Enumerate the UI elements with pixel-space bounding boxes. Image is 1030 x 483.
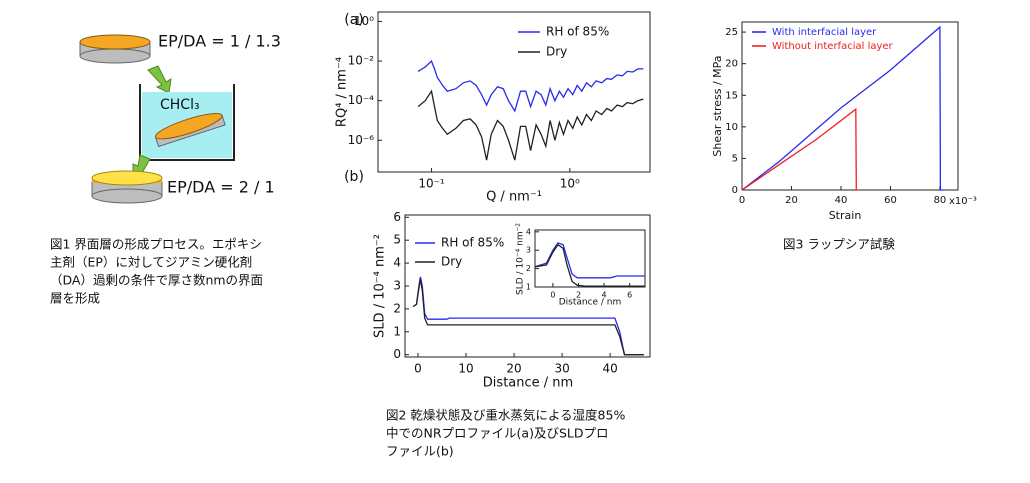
caption-line: ファイル(b)	[386, 444, 454, 459]
legend-label: Without interfacial layer	[772, 41, 894, 52]
x-tick-label: 80	[934, 195, 947, 206]
series-line	[534, 242, 645, 279]
x-tick-label: 10⁰	[560, 177, 580, 191]
series-line	[417, 89, 644, 161]
x-tick-label: 40	[602, 362, 617, 376]
x-tick-label: 10	[458, 362, 473, 376]
disk-bottom	[79, 48, 151, 64]
y-tick-label: 5	[393, 233, 401, 247]
y-tick-label: 20	[725, 59, 738, 70]
x-tick-label: 20	[506, 362, 521, 376]
axis-annotation: x10⁻³	[949, 196, 977, 207]
y-tick-label: 4	[526, 227, 531, 236]
legend-label: RH of 85%	[441, 236, 504, 250]
y-tick-label: 3	[526, 246, 531, 255]
caption-line: 図1 界面層の形成プロセス。エポキシ	[50, 237, 262, 252]
y-tick-label: 25	[725, 27, 738, 38]
legend-label: RH of 85%	[546, 25, 609, 39]
y-tick-label: 10⁰	[354, 14, 374, 28]
y-tick-label: 10⁻²	[348, 54, 375, 68]
diagram-label: EP/DA = 1 / 1.3	[158, 32, 281, 51]
y-tick-label: 0	[732, 185, 738, 196]
series-line	[741, 25, 945, 191]
y-tick-label: 0	[393, 347, 401, 361]
x-tick-label: 0	[414, 362, 422, 376]
y-tick-label: 1	[393, 324, 401, 338]
diagram-label: EP/DA = 2 / 1	[167, 178, 275, 197]
y-tick-label: 10⁻⁶	[348, 133, 375, 147]
x-tick-label: 4	[602, 291, 607, 300]
x-tick-label: 6	[627, 291, 632, 300]
caption-line: 層を形成	[50, 291, 100, 306]
series-line	[741, 107, 860, 191]
disk-top	[154, 112, 223, 140]
caption-line: 中でのNRプロファイル(a)及びSLDプロ	[386, 426, 608, 441]
legend-label: Dry	[441, 255, 462, 269]
x-axis-label: Q / nm⁻¹	[486, 190, 542, 205]
plot-frame	[377, 11, 651, 173]
diagram: EP/DA = 1 / 1.3 CHCl₃ EP/DA = 2 / 1	[79, 32, 281, 204]
series-line	[412, 278, 644, 356]
legend-label: With interfacial layer	[772, 27, 877, 38]
y-tick-label: 10⁻⁴	[348, 93, 375, 107]
disk-top	[79, 34, 151, 50]
series-line	[534, 243, 645, 287]
diagram-label: CHCl₃	[160, 97, 200, 113]
x-axis-label: Distance / nm	[483, 376, 573, 391]
caption-line: 主剤（EP）に対してジアミン硬化剤	[50, 255, 252, 270]
x-tick-label: 60	[884, 195, 897, 206]
panel-label: (b)	[344, 169, 364, 185]
y-tick-label: 15	[725, 90, 738, 101]
y-axis-label: SLD / 10⁻⁴ nm⁻²	[516, 223, 526, 295]
x-axis-label: Distance / nm	[559, 298, 622, 308]
y-tick-label: 4	[393, 256, 401, 270]
x-tick-label: 30	[554, 362, 569, 376]
x-tick-label: 10⁻¹	[418, 177, 445, 191]
y-axis-label: RQ⁴ / nm⁻⁴	[335, 57, 350, 127]
y-tick-label: 3	[393, 279, 401, 293]
tilted-disk	[154, 112, 226, 148]
x-axis-label: Strain	[829, 209, 862, 222]
disk-top	[91, 170, 163, 186]
legend-label: Dry	[546, 45, 567, 59]
caption-line: 図3 ラップシア試験	[783, 237, 895, 252]
caption-line: （DA）過剰の条件で厚さ数nmの界面	[50, 273, 263, 288]
arrow	[147, 65, 172, 94]
caption-line: 図2 乾燥状態及び重水蒸気による湿度85%	[386, 408, 625, 423]
y-tick-label: 2	[393, 301, 401, 315]
series-line	[417, 59, 644, 113]
y-tick-label: 6	[393, 210, 401, 224]
x-tick-label: 0	[739, 195, 745, 206]
y-tick-label: 5	[732, 153, 738, 164]
x-tick-label: 40	[835, 195, 848, 206]
x-tick-label: 0	[550, 291, 555, 300]
plot-frame	[741, 21, 959, 191]
beaker	[139, 84, 235, 161]
y-axis-label: Shear stress / MPa	[711, 55, 724, 156]
x-tick-label: 20	[785, 195, 798, 206]
disk-bottom	[91, 188, 163, 204]
y-axis-label: SLD / 10⁻⁴ nm⁻²	[373, 234, 388, 338]
y-tick-label: 1	[526, 283, 531, 292]
y-tick-label: 2	[526, 264, 531, 273]
panel-label: (a)	[344, 12, 364, 28]
y-tick-label: 10	[725, 122, 738, 133]
x-tick-label: 2	[576, 291, 581, 300]
plot-frame	[534, 229, 646, 288]
